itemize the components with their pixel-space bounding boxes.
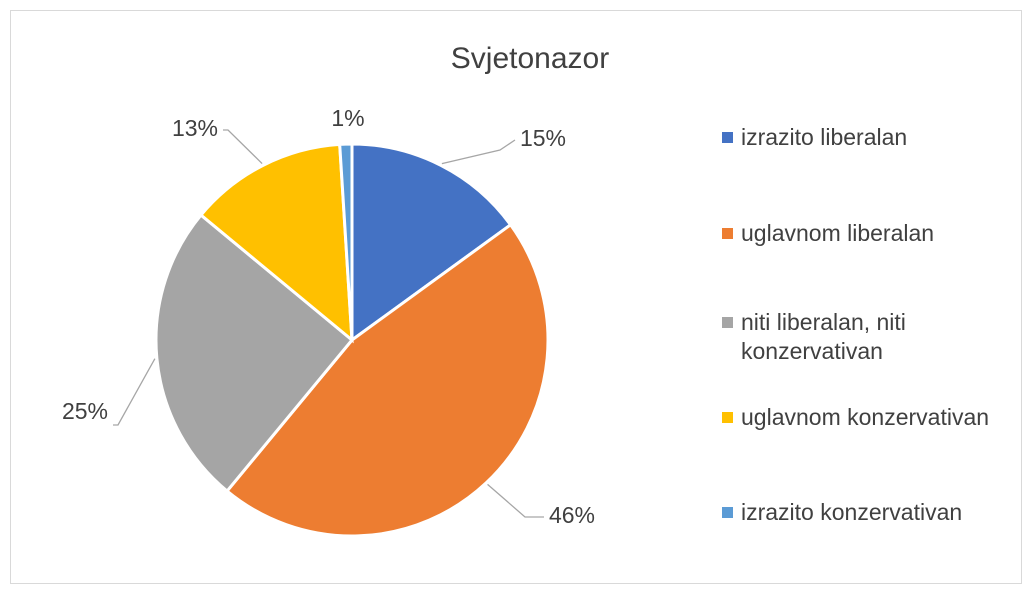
legend-entry: uglavnom liberalan <box>722 219 1022 248</box>
legend-label: izrazito konzervativan <box>741 499 963 525</box>
legend-label: izrazito liberalan <box>741 124 908 150</box>
legend-swatch <box>722 228 733 239</box>
data-label: 25% <box>62 398 108 424</box>
leader-line <box>223 129 263 165</box>
leader-line <box>113 358 156 426</box>
legend-swatch <box>722 507 733 518</box>
legend-entry: uglavnom konzervativan <box>722 403 1022 432</box>
legend-swatch <box>722 132 733 143</box>
data-label: 15% <box>520 125 566 151</box>
legend-swatch <box>722 317 733 328</box>
leader-line <box>441 139 516 165</box>
data-label: 46% <box>549 502 595 528</box>
pie-slice <box>224 222 550 538</box>
legend-label: niti liberalan, niti konzervativan <box>741 309 906 364</box>
legend-entry: izrazito liberalan <box>722 123 1022 152</box>
data-label: 1% <box>331 105 364 131</box>
chart-title: Svjetonazor <box>451 42 609 75</box>
legend-entry: niti liberalan, niti konzervativan <box>722 308 1022 366</box>
leader-line <box>487 483 544 518</box>
legend-swatch <box>722 412 733 423</box>
data-label: 13% <box>172 115 218 141</box>
pie-slice <box>198 142 354 344</box>
pie-slice <box>154 212 355 494</box>
legend-entry: izrazito konzervativan <box>722 498 1022 527</box>
legend-label: uglavnom liberalan <box>741 220 935 246</box>
pie-slice <box>338 142 354 341</box>
legend-label: uglavnom konzervativan <box>741 404 990 430</box>
pie-slice <box>350 142 513 343</box>
